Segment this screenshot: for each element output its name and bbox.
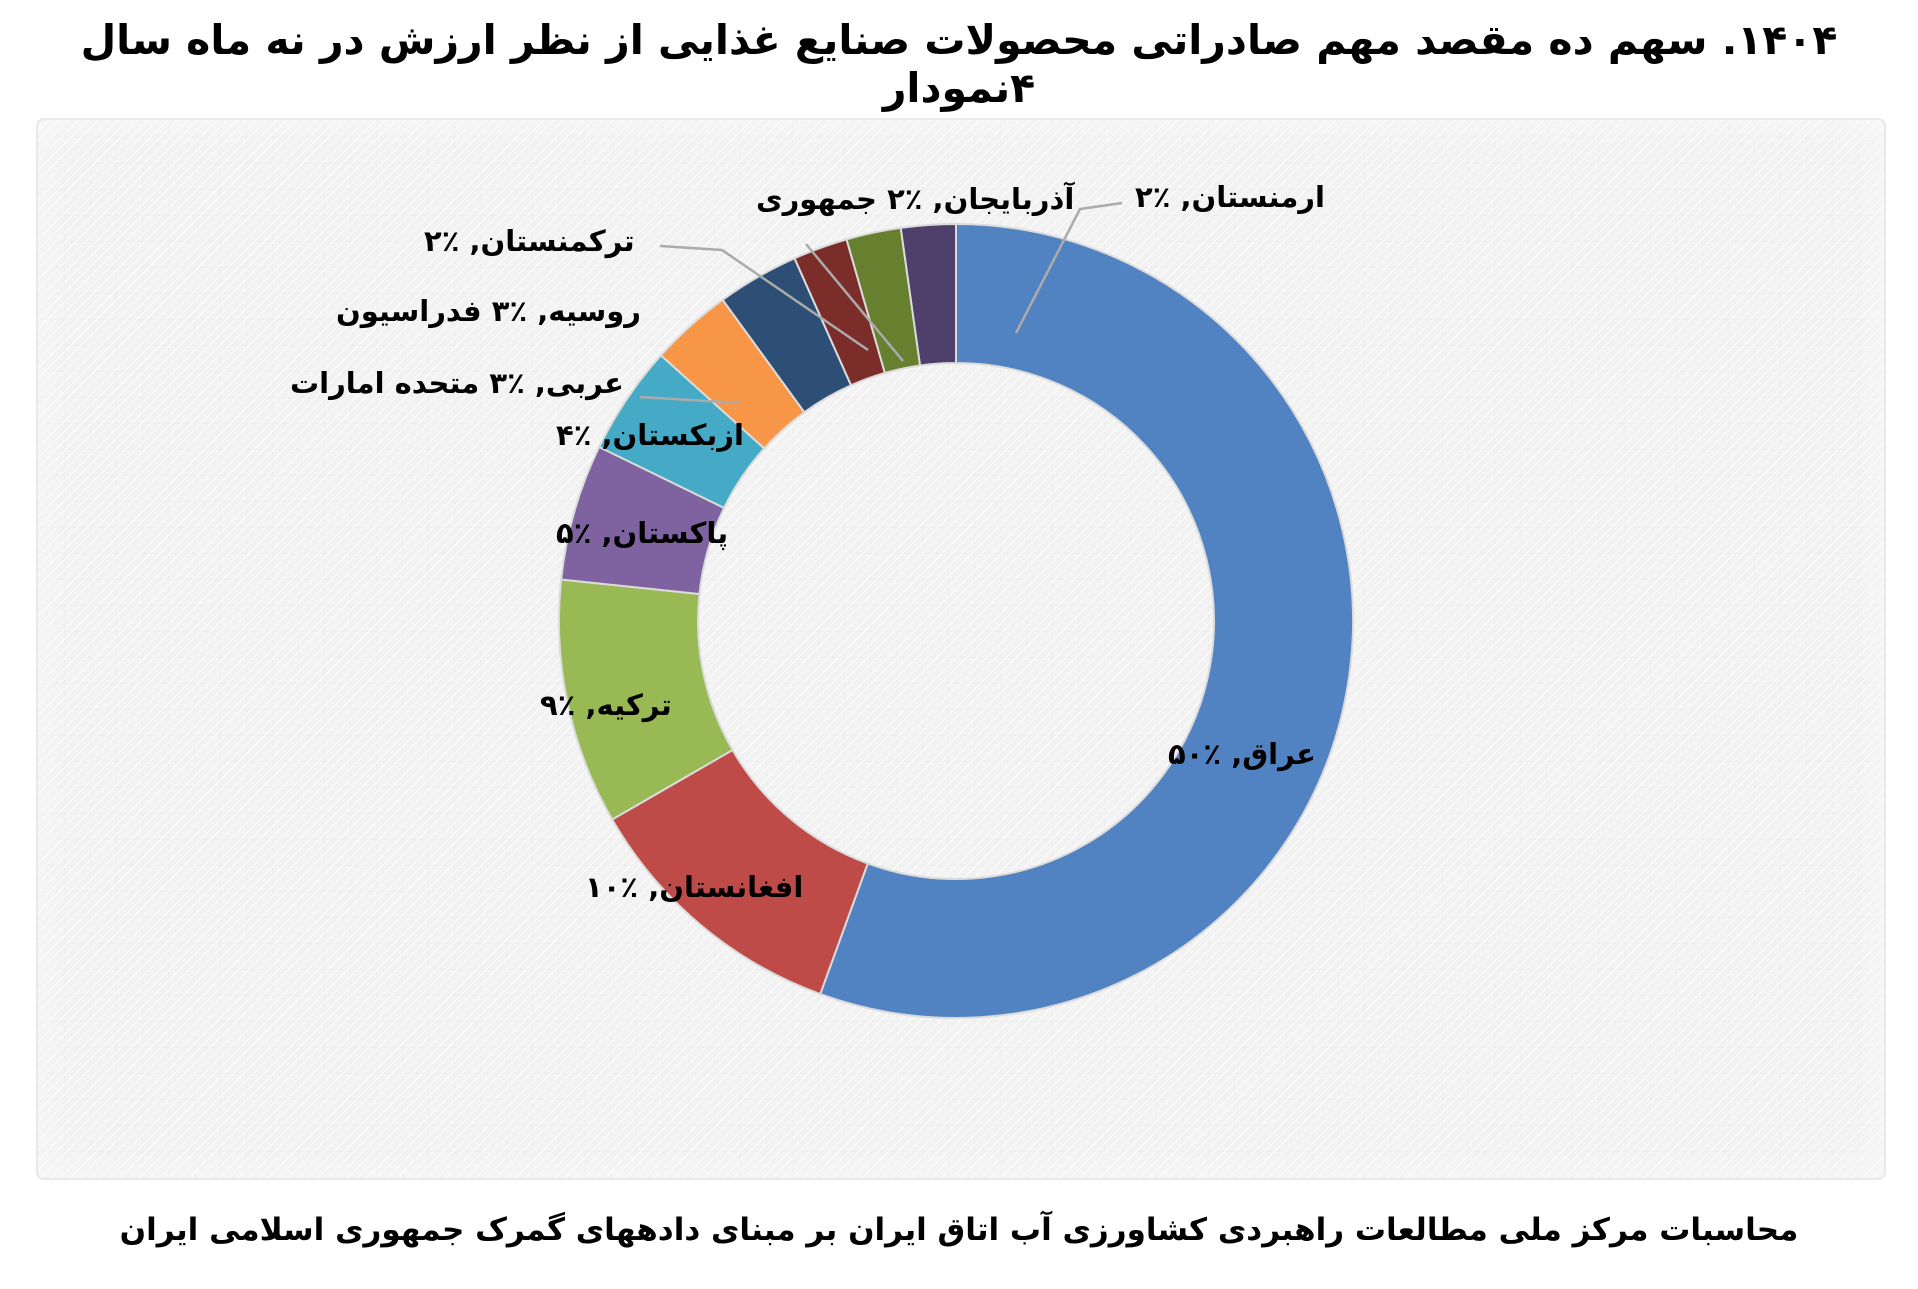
leader-line-uae [639,395,741,405]
slice-label-uzbekistan: ازبکستان, ٪۴ [556,418,744,452]
slice-label-azerbaijan: جمهوری‎ آذربایجان, ٪۲ [756,182,1075,216]
leader-line-azerbaijan [805,243,904,362]
slice-label-armenia: ارمنستان, ٪۲ [1135,180,1325,214]
slice-label-afghanistan: افغانستان, ٪۱۰ [585,870,804,904]
slice-armenia[interactable] [899,222,957,367]
slice-label-pakistan: پاکستان, ٪۵ [556,516,729,550]
slice-iraq[interactable] [818,222,1354,1019]
slice-label-turkmenistan: ترکمنستان, ٪۲ [424,224,635,258]
leader-line-turkmenistan [659,244,869,352]
slice-label-uae: امارات‎ متحده‎ عربی, ٪۳ [290,366,624,400]
leader-line-armenia [1014,201,1123,334]
chart-title: ۱۴۰۴. سهم ده مقصد مهم صادراتی محصولات صن… [80,16,1838,112]
slice-label-russia: فدراسیون‎ روسیه, ٪۳ [336,294,641,328]
source-note: محاسبات مرکز ملی مطالعات راهبردی کشاورزی… [119,1212,1799,1248]
slice-label-turkey: ترکیه, ٪۹ [540,688,672,722]
slice-label-iraq: عراق, ٪۵۰ [1168,737,1316,771]
